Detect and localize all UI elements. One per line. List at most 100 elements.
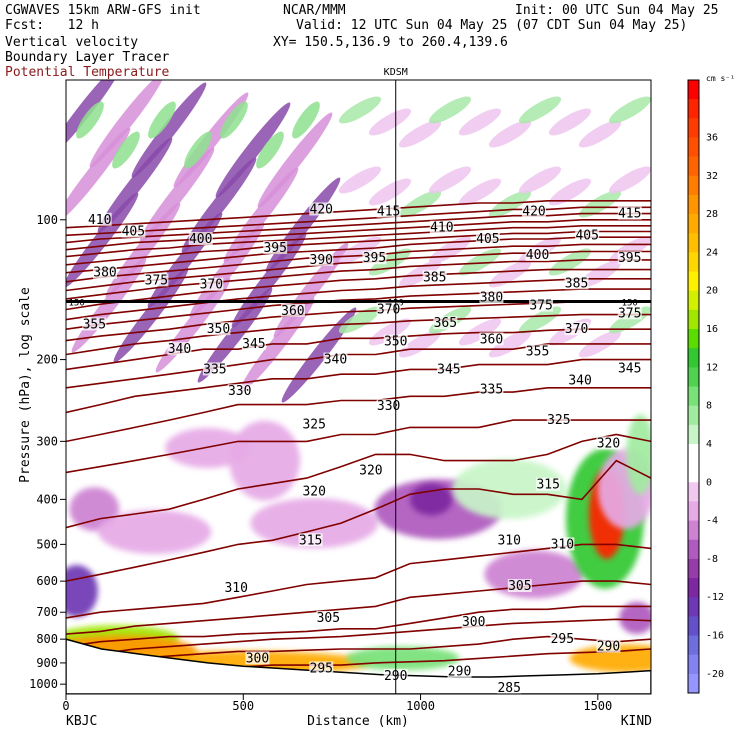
theta-label: 375 xyxy=(529,299,552,314)
theta-label: 380 xyxy=(480,290,503,305)
colorbar-tick-label: 4 xyxy=(706,439,712,450)
theta-label: 310 xyxy=(497,533,520,548)
theta-label-background xyxy=(617,361,642,375)
theta-label-background xyxy=(617,206,642,220)
colorbar-swatch xyxy=(688,405,699,426)
y-tick-label: 500 xyxy=(36,537,58,551)
theta-label-background xyxy=(245,651,270,665)
colorbar-swatch xyxy=(688,635,699,656)
wave-band xyxy=(368,178,412,206)
wave-band xyxy=(458,108,502,136)
theta-label-background xyxy=(263,240,288,254)
theta-label: 295 xyxy=(310,661,333,676)
theta-label: 375 xyxy=(145,273,168,288)
theta-label: 290 xyxy=(448,665,471,680)
theta-label-background xyxy=(241,336,266,350)
theta-label-background xyxy=(522,204,546,218)
theta-label: 320 xyxy=(302,485,325,500)
theta-contour-350 xyxy=(66,313,651,356)
theta-label: 335 xyxy=(203,362,226,377)
colorbar-swatch xyxy=(688,309,699,330)
theta-label-background xyxy=(323,352,348,366)
wave-band xyxy=(292,101,320,139)
wave-band xyxy=(458,248,502,276)
theta-label: 305 xyxy=(317,611,340,626)
theta-label: 355 xyxy=(526,344,549,359)
axes: 0 500 1000 1500 100 200 300 400 500 600 700 800 900 1… xyxy=(29,213,612,713)
theta-label-background xyxy=(93,265,117,279)
x-tick-label: 1500 xyxy=(583,699,612,713)
potential-temperature-contours: 150150150 xyxy=(66,200,651,675)
theta-label: 360 xyxy=(480,332,503,347)
theta-label-background xyxy=(298,533,323,547)
colorbar-swatch xyxy=(688,118,699,138)
left-endpoint-label: KBJC xyxy=(66,714,97,729)
theta-contour-420 xyxy=(66,200,651,229)
theta-label: 365 xyxy=(434,316,457,331)
theta-label-background xyxy=(87,212,112,226)
station-marker-label: KDSM xyxy=(384,67,408,78)
theta-label-background xyxy=(617,251,642,265)
colorbar-swatch xyxy=(688,252,699,273)
theta-label-background xyxy=(358,463,383,477)
field-label-boundary-layer-tracer: Boundary Layer Tracer xyxy=(5,50,170,65)
theta-label-background xyxy=(536,477,561,491)
colorbar-tick-label: 20 xyxy=(706,286,718,297)
theta-label: 395 xyxy=(618,251,641,266)
colorbar-swatch xyxy=(688,539,699,560)
theta-label-background xyxy=(82,317,107,331)
theta-label-background xyxy=(596,639,621,653)
theta-label: 420 xyxy=(522,205,545,220)
theta-label: 380 xyxy=(93,266,116,281)
x-tick-label: 1000 xyxy=(406,699,435,713)
theta-label-background xyxy=(167,342,192,356)
theta-label: 340 xyxy=(168,342,191,357)
theta-contour-295 xyxy=(66,618,651,660)
theta-label-background xyxy=(529,298,554,312)
theta-label-background xyxy=(422,270,447,284)
theta-label-background xyxy=(475,232,500,246)
colorbar: 36 32 28 24 20 16 12 8 4 0 -4 -8 -12 -16 -20 xyxy=(687,79,724,694)
theta-label-background xyxy=(302,417,327,431)
wave-band xyxy=(578,190,622,218)
wave-band xyxy=(488,260,532,288)
colorbar-swatch xyxy=(688,443,699,464)
theta-label: 400 xyxy=(189,232,212,247)
field-label-vertical-velocity: Vertical velocity xyxy=(5,35,139,50)
theta-contour-395 xyxy=(66,230,651,266)
theta-label: 345 xyxy=(242,337,265,352)
colorbar-swatch xyxy=(688,597,699,617)
wave-band xyxy=(398,260,442,288)
colorbar-tick-label: -8 xyxy=(706,554,718,565)
theta-label: 410 xyxy=(430,221,453,236)
colorbar-swatch xyxy=(688,214,699,234)
theta-label: 390 xyxy=(310,253,333,268)
valid-time: Valid: 12 UTC Sun 04 May 25 (07 CDT Sun … xyxy=(296,18,688,33)
colorbar-tick-label: 28 xyxy=(706,209,718,220)
wave-band xyxy=(223,167,299,263)
theta-label: 330 xyxy=(228,384,251,399)
wave-band xyxy=(239,297,315,393)
colorbar-tick-label: 32 xyxy=(706,171,718,182)
colorbar-swatch xyxy=(688,233,699,253)
theta-label: 340 xyxy=(568,374,591,389)
theta-label: 355 xyxy=(83,317,106,332)
theta-contour-305 xyxy=(66,580,651,635)
theta-label-background xyxy=(202,362,227,376)
wave-band xyxy=(338,306,382,334)
y-tick-label: 100 xyxy=(36,213,58,227)
wave-band xyxy=(97,137,173,233)
upper-wave-pattern xyxy=(66,80,651,403)
colorbar-swatch xyxy=(688,558,699,579)
colorbar-swatch xyxy=(688,156,699,177)
theta-label: 310 xyxy=(224,581,247,596)
theta-contour-315 xyxy=(66,459,651,582)
theta-label-background xyxy=(546,413,571,427)
theta-contour-300 xyxy=(66,605,651,648)
colorbar-swatch xyxy=(688,348,699,368)
theta-label: 405 xyxy=(476,232,499,247)
wave-band xyxy=(89,80,165,168)
vertical-velocity-field xyxy=(66,414,651,675)
theta-contour-320 xyxy=(66,433,651,529)
theta-contour-385 xyxy=(66,243,651,283)
